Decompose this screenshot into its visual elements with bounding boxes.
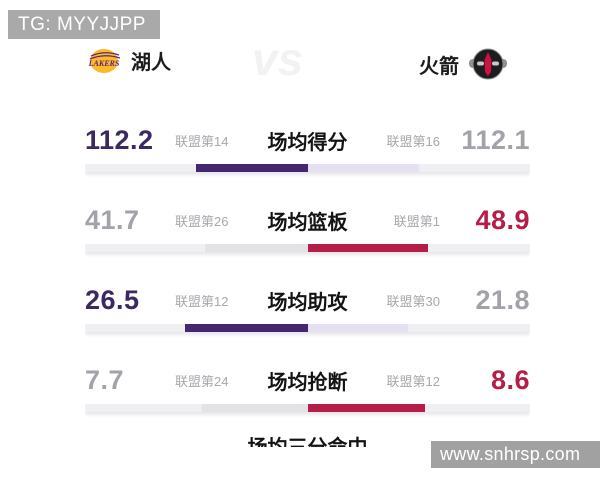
lakers-logo-icon: LAKERS	[86, 47, 122, 74]
bar-left-fill	[205, 244, 308, 252]
tg-badge: TG: MYYJJPP	[8, 10, 160, 39]
bar-right-half	[307, 164, 531, 172]
team-left-name: 湖人	[131, 52, 171, 74]
stat-row: 112.2 联盟第14 场均得分 联盟第16 112.1	[85, 117, 530, 192]
stat-label: 场均助攻	[267, 291, 348, 314]
right-team-value: 48.9	[475, 204, 530, 235]
comparison-bar	[85, 404, 530, 412]
right-team-rank: 联盟第16	[386, 133, 440, 149]
bar-left-fill	[185, 324, 308, 332]
left-team-value: 112.2	[85, 124, 154, 155]
bar-right-half	[307, 404, 531, 412]
left-team-value: 26.5	[85, 284, 140, 315]
right-team-value: 112.1	[461, 124, 530, 155]
svg-text:LAKERS: LAKERS	[88, 59, 120, 68]
left-team-value: 11.8	[85, 445, 171, 448]
left-team-rank: 联盟第26	[175, 213, 229, 229]
bar-left-fill	[196, 164, 308, 172]
bar-left-half	[85, 324, 308, 332]
bar-left-half	[85, 164, 308, 172]
team-left: LAKERS 湖人	[86, 46, 171, 75]
bar-right-half	[307, 324, 531, 332]
right-team-rank: 联盟第12	[386, 373, 440, 389]
comparison-bar	[85, 164, 530, 172]
bar-right-fill	[307, 404, 425, 412]
right-team-rank: 联盟第30	[386, 293, 440, 309]
stat-label: 场均篮板	[267, 211, 348, 234]
bar-right-fill	[307, 324, 408, 332]
left-team-rank: 联盟第12	[175, 293, 229, 309]
stat-row: 26.5 联盟第12 场均助攻 联盟第30 21.8	[85, 277, 530, 352]
bar-right-fill	[307, 244, 428, 252]
bar-left-fill	[202, 404, 308, 412]
stat-row-values: 26.5 联盟第12 场均助攻 联盟第30 21.8	[85, 277, 530, 323]
stat-row: 41.7 联盟第26 场均篮板 联盟第1 48.9	[85, 197, 530, 272]
vs-watermark: vs	[252, 33, 304, 85]
bar-right-fill	[307, 164, 419, 172]
bar-right-half	[307, 244, 531, 252]
right-team-rank: 联盟第1	[393, 213, 440, 229]
site-watermark: www.snhrsp.com	[431, 441, 600, 468]
right-team-value: 21.8	[475, 284, 530, 315]
team-right: 火箭	[419, 46, 508, 82]
left-team-value: 7.7	[85, 364, 125, 395]
stat-row-values: 41.7 联盟第26 场均篮板 联盟第1 48.9	[85, 197, 530, 243]
stat-row: 7.7 联盟第24 场均抢断 联盟第12 8.6	[85, 357, 530, 432]
stats-list[interactable]: 112.2 联盟第14 场均得分 联盟第16 112.1 41.7 联盟第26 …	[85, 112, 530, 447]
rockets-logo-icon	[468, 46, 508, 82]
stat-row-values: 112.2 联盟第14 场均得分 联盟第16 112.1	[85, 117, 530, 163]
stat-label: 场均抢断	[267, 371, 348, 394]
stat-row-values: 7.7 联盟第24 场均抢断 联盟第12 8.6	[85, 357, 530, 403]
bar-left-half	[85, 404, 308, 412]
comparison-bar	[85, 244, 530, 252]
comparison-bar	[85, 324, 530, 332]
left-team-value: 41.7	[85, 204, 140, 235]
stat-label: 场均得分	[267, 131, 348, 154]
stat-label: 场均三分命中数	[243, 431, 372, 447]
left-team-rank: 联盟第24	[175, 373, 229, 389]
bar-left-half	[85, 244, 308, 252]
left-team-rank: 联盟第14	[175, 133, 229, 149]
team-right-name: 火箭	[419, 55, 459, 78]
right-team-value: 8.6	[490, 364, 530, 395]
